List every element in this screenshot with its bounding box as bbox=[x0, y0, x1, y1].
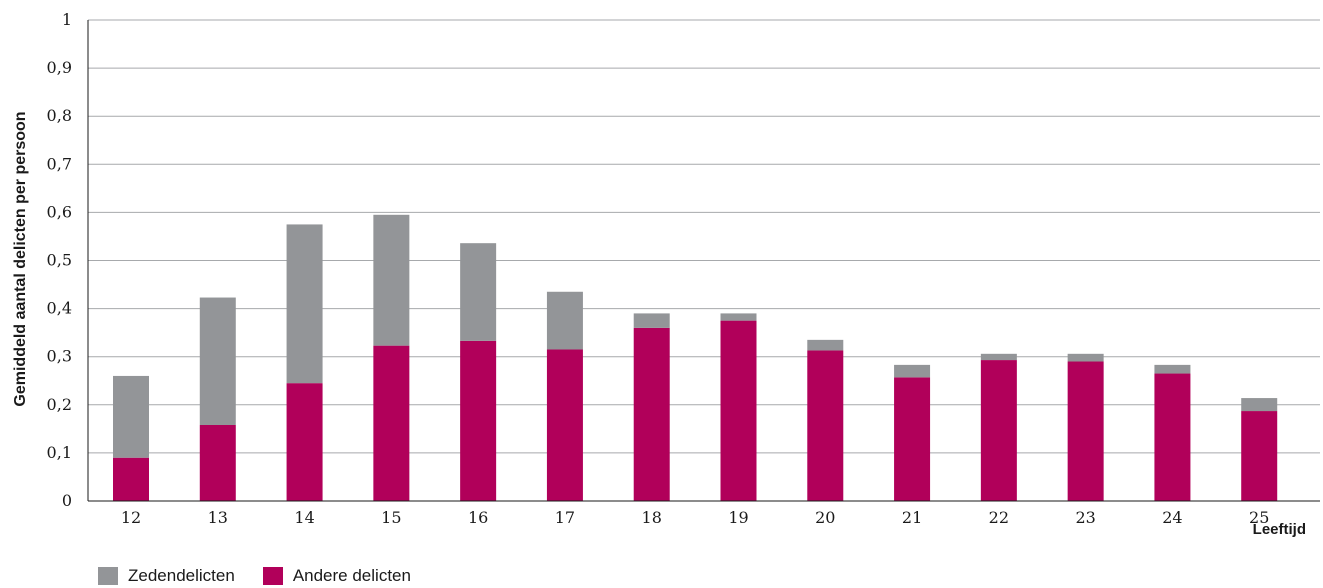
y-tick-label: 0,3 bbox=[47, 347, 72, 366]
y-tick-labels: 0 0,1 0,2 0,3 0,4 0,5 0,6 0,7 0,8 0,9 1 bbox=[47, 10, 72, 510]
y-tick-label: 0,2 bbox=[47, 395, 72, 414]
y-tick-label: 0,1 bbox=[47, 443, 72, 462]
bar-zedendelicten-18 bbox=[633, 313, 670, 328]
bar-andere-delicten-22 bbox=[980, 360, 1017, 501]
x-tick-label: 17 bbox=[555, 508, 575, 527]
x-tick-label: 14 bbox=[294, 508, 314, 527]
x-tick-label: 24 bbox=[1162, 508, 1182, 527]
bar-zedendelicten-13 bbox=[199, 297, 236, 426]
y-tick-label: 0,9 bbox=[47, 58, 72, 77]
gridlines bbox=[88, 19, 1320, 454]
legend-item-andere-delicten: Andere delicten bbox=[262, 566, 411, 586]
bar-andere-delicten-20 bbox=[807, 350, 844, 501]
bar-andere-delicten-14 bbox=[286, 383, 323, 501]
legend-label-andere-delicten: Andere delicten bbox=[292, 566, 411, 585]
bar-zedendelicten-12 bbox=[113, 375, 149, 458]
legend-swatch-andere-delicten bbox=[262, 567, 283, 585]
y-tick-label: 0,5 bbox=[47, 251, 72, 270]
x-tick-label: 25 bbox=[1249, 508, 1269, 527]
bar-andere-delicten-16 bbox=[460, 340, 497, 501]
bar-zedendelicten-25 bbox=[1241, 398, 1278, 412]
axes bbox=[87, 20, 1320, 502]
y-tick-label: 0,4 bbox=[47, 299, 72, 318]
bar-andere-delicten-15 bbox=[373, 345, 410, 501]
x-tick-label: 15 bbox=[381, 508, 401, 527]
bar-andere-delicten-13 bbox=[199, 425, 236, 501]
legend-swatch-zedendelicten bbox=[98, 567, 118, 585]
bar-andere-delicten-21 bbox=[894, 377, 931, 501]
stacked-bar-chart: 0 0,1 0,2 0,3 0,4 0,5 0,6 0,7 0,8 0,9 1 12 13 14 15 16… bbox=[12, 10, 1320, 538]
y-tick-label: 0,7 bbox=[47, 154, 72, 173]
x-tick-label: 20 bbox=[815, 508, 835, 527]
bar-andere-delicten-18 bbox=[633, 327, 670, 501]
bar-andere-delicten-19 bbox=[720, 320, 757, 501]
x-tick-label: 12 bbox=[121, 508, 141, 527]
bars bbox=[113, 214, 1278, 501]
x-axis-label: Leeftijd bbox=[1253, 521, 1306, 538]
bar-zedendelicten-22 bbox=[980, 353, 1017, 361]
bar-zedendelicten-17 bbox=[546, 291, 583, 350]
x-tick-label: 16 bbox=[468, 508, 488, 527]
bar-andere-delicten-25 bbox=[1241, 411, 1278, 501]
legend-label-zedendelicten: Zedendelicten bbox=[128, 566, 235, 585]
bar-zedendelicten-15 bbox=[373, 214, 410, 346]
x-tick-labels: 121314151617181920212223242526 bbox=[121, 508, 1270, 527]
bar-zedendelicten-24 bbox=[1154, 364, 1191, 374]
x-tick-label: 21 bbox=[902, 508, 922, 527]
y-tick-label: 0 bbox=[62, 491, 72, 510]
bar-zedendelicten-23 bbox=[1067, 353, 1104, 362]
bar-zedendelicten-19 bbox=[720, 313, 757, 321]
x-tick-label: 23 bbox=[1075, 508, 1095, 527]
x-tick-label: 18 bbox=[642, 508, 662, 527]
y-tick-label: 0,8 bbox=[47, 106, 72, 125]
bar-zedendelicten-21 bbox=[894, 364, 931, 378]
bar-andere-delicten-17 bbox=[546, 349, 583, 501]
x-tick-label: 19 bbox=[728, 508, 748, 527]
legend-item-zedendelicten: Zedendelicten bbox=[98, 566, 235, 586]
y-tick-label: 0,6 bbox=[47, 202, 72, 221]
bar-andere-delicten-23 bbox=[1067, 361, 1104, 501]
bar-andere-delicten-12 bbox=[113, 457, 149, 501]
legend: Zedendelicten Andere delicten bbox=[98, 566, 439, 586]
x-tick-label: 22 bbox=[989, 508, 1009, 527]
bar-zedendelicten-14 bbox=[286, 224, 323, 384]
y-axis-label: Gemiddeld aantal delicten per persoon bbox=[12, 111, 29, 406]
y-tick-label: 1 bbox=[62, 10, 72, 29]
bar-andere-delicten-24 bbox=[1154, 373, 1191, 501]
x-tick-label: 13 bbox=[208, 508, 228, 527]
bar-zedendelicten-16 bbox=[460, 243, 497, 341]
bar-zedendelicten-20 bbox=[807, 339, 844, 351]
